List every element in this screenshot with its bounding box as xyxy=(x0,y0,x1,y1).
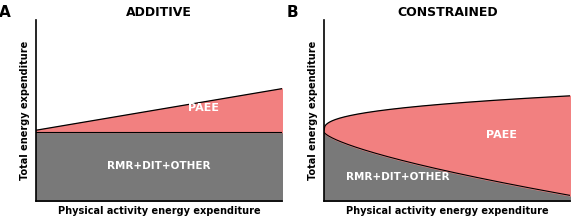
Y-axis label: Total energy expenditure: Total energy expenditure xyxy=(20,41,31,180)
Text: B: B xyxy=(287,5,298,20)
Text: RMR+DIT+OTHER: RMR+DIT+OTHER xyxy=(346,172,450,182)
Text: PAEE: PAEE xyxy=(486,130,517,140)
Y-axis label: Total energy expenditure: Total energy expenditure xyxy=(308,41,319,180)
Text: PAEE: PAEE xyxy=(188,103,219,113)
X-axis label: Physical activity energy expenditure: Physical activity energy expenditure xyxy=(346,206,548,216)
X-axis label: Physical activity energy expenditure: Physical activity energy expenditure xyxy=(58,206,260,216)
Text: A: A xyxy=(0,5,11,20)
Text: RMR+DIT+OTHER: RMR+DIT+OTHER xyxy=(108,161,211,171)
Title: ADDITIVE: ADDITIVE xyxy=(126,6,192,19)
Title: CONSTRAINED: CONSTRAINED xyxy=(397,6,498,19)
